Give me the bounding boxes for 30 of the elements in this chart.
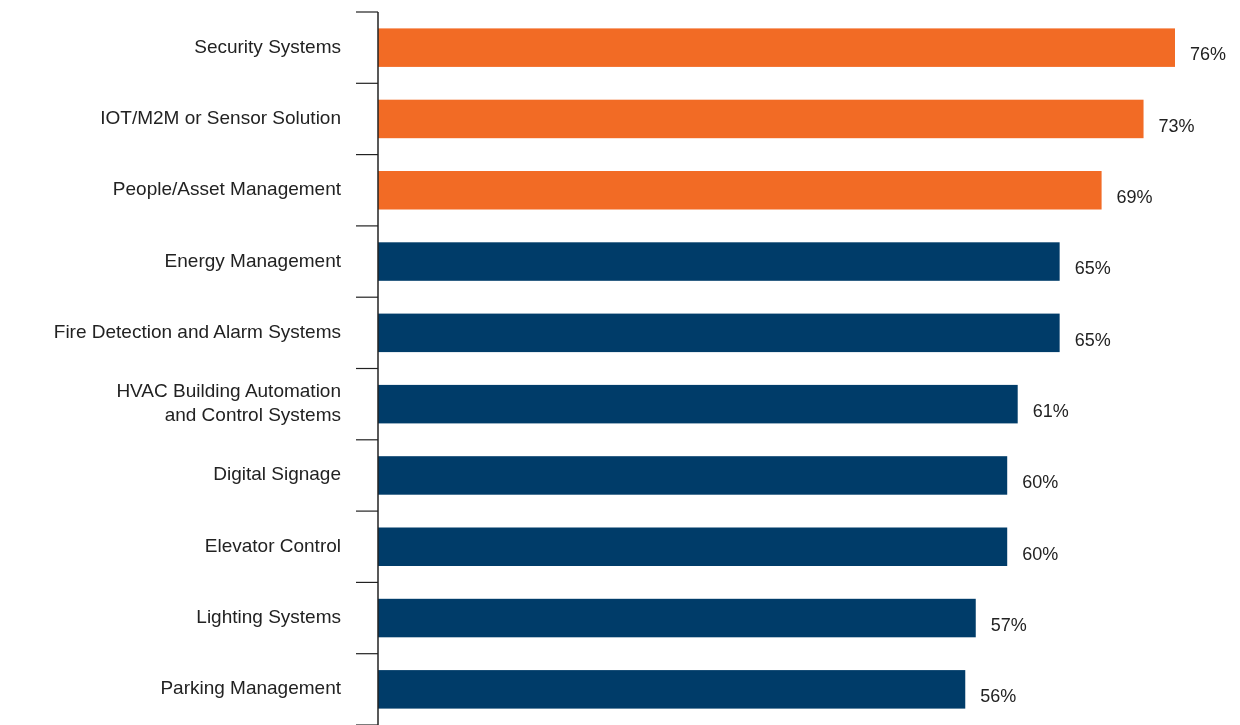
bar: [378, 670, 966, 709]
bar: [378, 313, 1060, 353]
bar: [378, 242, 1060, 281]
data-label: 57%: [990, 614, 1027, 635]
bar: [378, 527, 1008, 566]
y-tick-label: People/Asset Management: [112, 178, 342, 200]
y-tick-label: Digital Signage: [213, 463, 341, 485]
bar: [378, 99, 1144, 139]
data-label: 60%: [1022, 543, 1059, 564]
bar: [378, 456, 1008, 495]
y-tick-label: Energy Management: [164, 249, 342, 271]
data-label: 61%: [1032, 400, 1069, 421]
data-label: 73%: [1158, 115, 1195, 136]
data-label: 65%: [1074, 258, 1111, 279]
y-tick-label: Elevator Control: [204, 534, 341, 556]
y-tick-label: Security Systems: [194, 35, 341, 57]
data-label: 60%: [1022, 472, 1059, 493]
bar: [378, 171, 1102, 210]
y-tick-label: Parking Management: [160, 677, 342, 699]
data-label: 65%: [1074, 329, 1111, 350]
bar: [378, 598, 976, 638]
bar: [378, 28, 1175, 67]
data-label: 56%: [980, 686, 1017, 707]
y-tick-label: Fire Detection and Alarm Systems: [53, 320, 341, 342]
y-tick-label: Lighting Systems: [196, 606, 341, 628]
data-label: 69%: [1116, 187, 1153, 207]
bar: [378, 384, 1018, 424]
y-tick-label: IOT/M2M or Sensor Solution: [100, 106, 341, 128]
y-tick-label: HVAC Building Automation and Control Systems: [116, 380, 341, 426]
data-label: 76%: [1190, 44, 1227, 65]
